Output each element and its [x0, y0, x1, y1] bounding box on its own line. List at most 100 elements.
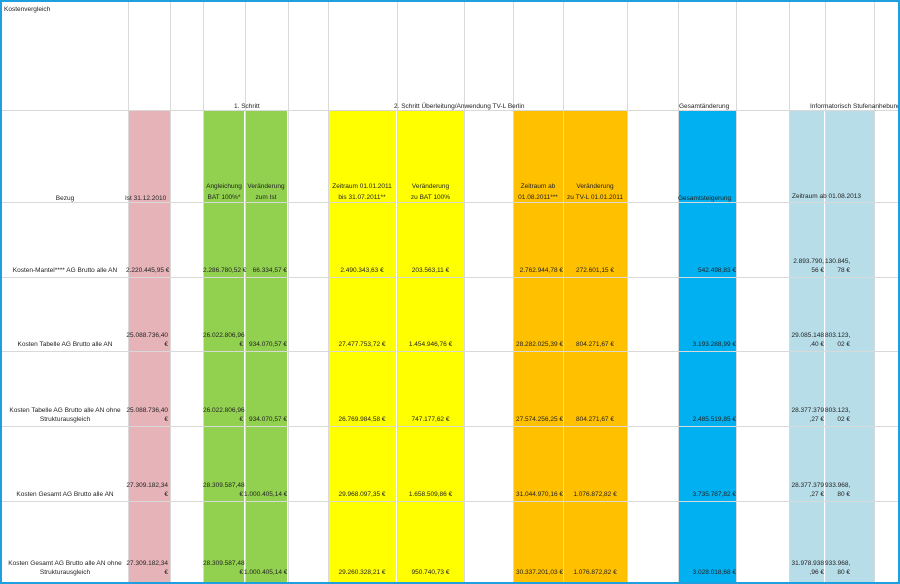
cell-zeitraum2: 27.574.256,25 €: [516, 416, 563, 423]
cell-angleichung: 2.286.780,52 €: [203, 266, 246, 275]
cell-zeitraum3b-line: 130.845,: [825, 258, 851, 265]
cell-zeitraum3: 31.978.938 ,96 €: [789, 559, 824, 577]
cell-angleichung-line: €: [239, 569, 243, 576]
cell-ist-line: €: [164, 416, 168, 423]
column-divider: [397, 2, 398, 582]
cell-ist: 25.088.736,40 €: [126, 406, 168, 424]
cell-veraenderung-bat: 747.177,62 €: [411, 416, 450, 423]
column-divider: [825, 2, 826, 582]
sheet-title: Kostenvergleich: [4, 6, 51, 13]
row-label: Kosten Gesamt AG Brutto alle AN ohne Stru…: [2, 559, 128, 577]
cell-veraenderung-tvl: 804.271,67 €: [576, 416, 614, 423]
col-header-veraenderung-bat-sub: zu BAT 100%: [410, 194, 451, 201]
cell-zeitraum1: 26.769.984,58 €: [338, 416, 386, 423]
cell-gesamt: 3.028.018,68 €: [692, 569, 736, 576]
column-divider: [678, 2, 679, 582]
cell-veraenderung-tvl: 272.601,15 €: [576, 267, 614, 274]
cell-ist-line: 2.220.445,95 €: [126, 267, 170, 274]
cell-ist: 2.220.445,95 €: [126, 266, 170, 275]
row-divider: [2, 426, 898, 427]
row-label: Kosten Tabelle AG Brutto alle AN ohne Str…: [2, 406, 128, 424]
col-header-ist: Ist 31.12.2010: [125, 195, 167, 202]
fill-veraenderung-tvl: [563, 111, 627, 582]
row-label-line: Kosten Tabelle AG Brutto alle AN: [17, 341, 113, 348]
cell-veraenderung-ist: 66.334,57 €: [252, 267, 287, 274]
fill-zeitraum2: [513, 111, 563, 582]
cell-veraenderung-ist: 1.000.405,14 €: [244, 569, 288, 576]
row-divider: [2, 202, 898, 203]
fill-veraenderung-bat: [397, 111, 464, 582]
cell-veraenderung-tvl: 804.271,67 €: [576, 341, 614, 348]
cell-zeitraum3-line: ,27 €: [809, 416, 824, 423]
col-header-zeitraum1: Zeitraum 01.01.2011: [332, 183, 392, 190]
cell-gesamt: 542.498,83 €: [698, 267, 736, 274]
cell-angleichung: 26.022.806,96 €: [203, 331, 245, 349]
column-divider: [563, 2, 564, 582]
cell-zeitraum3b-line: 803.123,: [825, 332, 851, 339]
cell-zeitraum3b: 803.123, 02 €: [825, 406, 850, 424]
cell-zeitraum3-line: ,40 €: [809, 341, 824, 348]
cell-zeitraum3b: 933.968, 80 €: [825, 481, 850, 499]
cell-ist-line: 25.088.736,40: [126, 332, 168, 339]
column-divider: [203, 2, 204, 582]
cell-angleichung-line: €: [239, 491, 243, 498]
cell-veraenderung-ist: 1.000.405,14 €: [244, 491, 288, 498]
cell-zeitraum3b-line: 78 €: [837, 267, 850, 274]
cell-angleichung-line: €: [239, 341, 243, 348]
fill-gesamt: [678, 111, 736, 582]
fill-zeitraum1: [328, 111, 396, 582]
cell-ist: 25.088.736,40 €: [126, 331, 168, 349]
cell-zeitraum3-line: 31.978.938: [791, 560, 824, 567]
col-header-veraenderung-ist: Veränderung: [247, 183, 285, 190]
cell-zeitraum3-line: ,27 €: [809, 491, 824, 498]
col-header-veraenderung-bat: Veränderung: [411, 183, 450, 190]
cell-zeitraum3-line: 56 €: [811, 267, 824, 274]
col-header-angleichung: Angleichung: [206, 183, 242, 190]
column-divider: [245, 2, 246, 582]
col-header-veraenderung-tvl: Veränderung: [576, 183, 614, 190]
cell-zeitraum3-line: 28.377.379: [791, 482, 824, 489]
column-divider: [874, 2, 875, 582]
cell-angleichung-line: €: [239, 416, 243, 423]
cell-angleichung-line: 26.022.806,96: [203, 332, 245, 339]
cell-zeitraum3b: 933.968, 80 €: [825, 559, 850, 577]
cell-zeitraum2: 2.762.944,78 €: [519, 267, 563, 274]
row-label: Kosten-Mantel**** AG Brutto alle AN: [2, 266, 128, 275]
cell-zeitraum3b-line: 80 €: [837, 569, 850, 576]
cell-zeitraum1: 2.490.343,63 €: [340, 267, 384, 274]
cell-zeitraum3b-line: 803.123,: [825, 407, 851, 414]
cell-gesamt: 2.485.519,85 €: [692, 416, 736, 423]
row-label: Kosten Tabelle AG Brutto alle AN: [2, 340, 128, 349]
row-divider: [2, 277, 898, 278]
cell-zeitraum3: 28.377.379 ,27 €: [789, 406, 824, 424]
cell-veraenderung-bat: 1.658.509,86 €: [408, 491, 453, 498]
cell-zeitraum3-line: 2.893.790,: [793, 258, 824, 265]
fill-zeitraum3b: [825, 111, 874, 582]
cell-ist-line: €: [164, 341, 168, 348]
cell-veraenderung-tvl: 1.076.872,82 €: [573, 491, 617, 498]
col-header-zeitraum2-sub: 01.08.2011***: [518, 194, 558, 201]
col-header-zeitraum2: Zeitraum ab: [520, 183, 556, 190]
col-header-veraenderung-ist-sub: zum Ist: [255, 194, 277, 201]
col-header-zeitraum1-sub: bis 31.07.2011**: [338, 194, 386, 201]
cell-zeitraum3-line: 29.085.148: [791, 332, 824, 339]
header-step1: 1. Schritt: [234, 103, 260, 110]
cell-ist-line: €: [164, 491, 168, 498]
column-divider: [464, 2, 465, 582]
fill-zeitraum3: [789, 111, 824, 582]
cell-angleichung-line: 26.022.806,96: [203, 407, 245, 414]
cell-zeitraum3-line: 28.377.379: [791, 407, 824, 414]
cell-zeitraum3: 29.085.148 ,40 €: [789, 331, 824, 349]
cell-ist: 27.309.182,34 €: [126, 481, 168, 499]
column-divider: [170, 2, 171, 582]
cell-ist-line: €: [164, 569, 168, 576]
cell-zeitraum2: 31.044.970,16 €: [516, 491, 563, 498]
column-divider: [627, 2, 628, 582]
row-label-line: Strukturausgleich: [39, 569, 91, 576]
cell-zeitraum3: 28.377.379 ,27 €: [789, 481, 824, 499]
cell-zeitraum1: 27.477.753,72 €: [338, 341, 386, 348]
cell-veraenderung-ist: 934.070,57 €: [249, 341, 287, 348]
cell-zeitraum3b: 803.123, 02 €: [825, 331, 850, 349]
fill-ist: [128, 111, 170, 582]
